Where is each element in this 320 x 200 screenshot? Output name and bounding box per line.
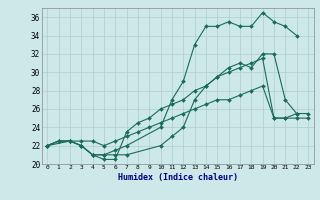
X-axis label: Humidex (Indice chaleur): Humidex (Indice chaleur) [118, 173, 237, 182]
